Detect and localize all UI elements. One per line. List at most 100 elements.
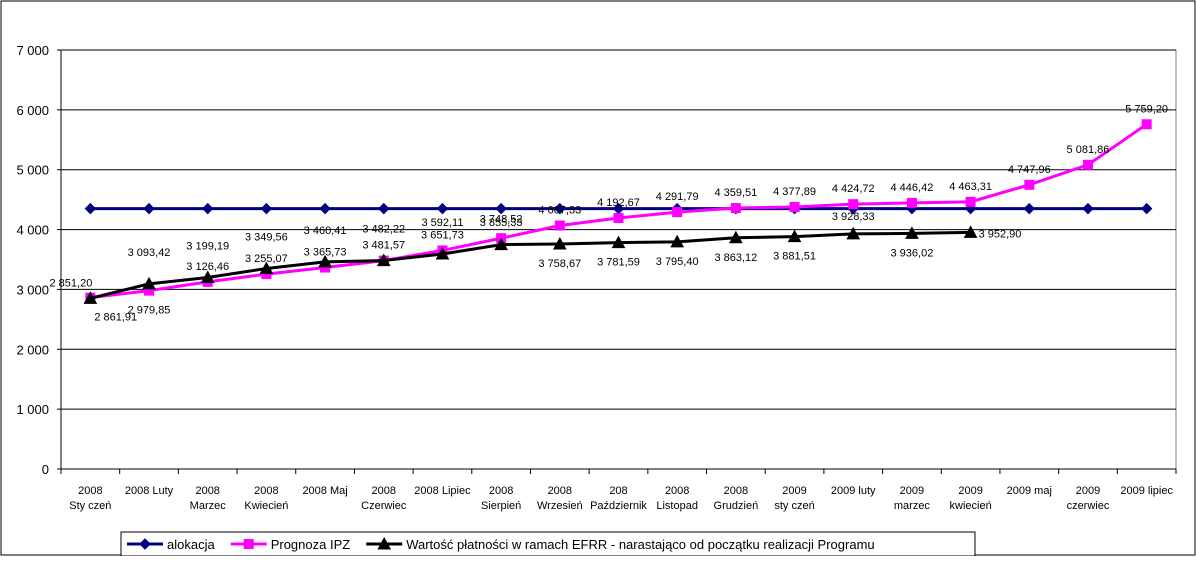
x-tick-label: marzec [894, 500, 931, 512]
data-point-marker [554, 220, 565, 231]
data-label: 3 928,33 [832, 211, 875, 223]
data-point-marker [319, 202, 331, 215]
x-tick-label: 2008 [665, 485, 689, 497]
x-tick-label: sty czeń [774, 500, 814, 512]
data-label: 3 781,59 [597, 257, 640, 269]
data-point-marker [200, 270, 215, 284]
x-tick-label: 2008 [548, 485, 572, 497]
x-tick-label: Listopad [656, 500, 698, 512]
data-label: 3 460,41 [304, 225, 347, 237]
data-label: 5 759,20 [1125, 103, 1168, 115]
data-label: 3 255,07 [245, 253, 288, 265]
data-point-marker [495, 202, 507, 215]
data-label: 5 081,86 [1067, 144, 1110, 156]
x-tick-label: Czerwiec [361, 500, 407, 512]
data-label: 4 377,89 [773, 186, 816, 198]
data-point-marker [1140, 202, 1153, 215]
data-point-marker [83, 291, 98, 304]
x-tick-label: 2008 Lipiec [414, 485, 471, 497]
x-tick-label: 2008 [195, 485, 219, 497]
data-point-marker [848, 199, 859, 210]
data-label: 3 881,51 [773, 251, 816, 263]
data-point-marker [436, 202, 449, 215]
data-label: 3 126,46 [186, 261, 229, 273]
data-point-marker [730, 203, 741, 214]
data-point-marker [1023, 202, 1035, 215]
data-point-marker [378, 202, 390, 215]
x-tick-label: 2008 Maj [302, 485, 347, 497]
data-label: 3 199,19 [186, 241, 229, 253]
data-label: 4 747,96 [1008, 164, 1051, 176]
data-point-marker [1024, 179, 1035, 190]
x-tick-label: 2009 [958, 485, 982, 497]
data-label: 3 651,73 [421, 229, 464, 241]
x-tick-label: 2008 [489, 485, 513, 497]
data-point-marker [1141, 119, 1152, 130]
data-label: 3 093,42 [128, 247, 171, 259]
data-point-marker [670, 234, 685, 248]
data-point-marker [906, 197, 917, 208]
x-tick-label: Sierpień [481, 500, 521, 512]
data-point-marker [139, 538, 151, 550]
legend-label: Prognoza IPZ [271, 537, 351, 552]
x-tick-label: Październik [590, 500, 647, 512]
x-tick-label: Wrzesień [537, 500, 583, 512]
data-label: 4 192,67 [597, 197, 640, 209]
data-point-marker [789, 201, 800, 212]
y-tick-label: 0 [42, 462, 49, 477]
data-label: 3 349,56 [245, 232, 288, 244]
data-point-marker [243, 539, 254, 549]
x-tick-label: 2009 lipiec [1120, 485, 1173, 497]
x-tick-label: 2009 maj [1007, 485, 1052, 497]
x-tick-label: kwiecień [950, 500, 992, 512]
x-tick-label: 2009 [900, 485, 924, 497]
data-point-marker [965, 196, 976, 207]
data-label: 3 365,73 [304, 247, 347, 259]
data-point-marker [611, 235, 626, 249]
x-tick-label: 2008 Luty [125, 485, 174, 497]
data-label: 2 979,85 [128, 305, 171, 317]
y-tick-label: 2 000 [16, 342, 49, 357]
x-tick-label: Sty czeń [69, 500, 111, 512]
data-point-marker [143, 202, 155, 215]
x-tick-label: Marzec [190, 500, 227, 512]
data-label: 3 748,52 [480, 214, 523, 226]
data-point-marker [963, 225, 978, 238]
data-point-marker [729, 230, 743, 244]
data-point-marker [318, 254, 332, 268]
data-point-marker [846, 226, 861, 240]
data-label: 2 851,20 [50, 277, 93, 289]
data-label: 4 359,51 [714, 187, 757, 199]
x-tick-label: 2009 [782, 485, 806, 497]
data-label: 2 861,91 [94, 312, 137, 324]
x-tick-label: Kwiecień [244, 500, 288, 512]
x-tick-label: 2009 luty [831, 485, 876, 497]
data-point-marker [260, 202, 273, 215]
data-point-marker [84, 202, 97, 215]
data-label: 3 758,67 [538, 258, 581, 270]
x-tick-label: 2009 [1076, 485, 1100, 497]
data-label: 3 482,22 [362, 224, 405, 236]
x-tick-label: czerwiec [1067, 500, 1110, 512]
data-label: 4 463,31 [949, 181, 992, 193]
data-label: 4 424,72 [832, 183, 875, 195]
data-label: 3 855,33 [480, 217, 523, 229]
data-point-marker [905, 226, 919, 239]
data-label: 3 481,57 [362, 240, 405, 252]
data-label: 3 795,40 [656, 256, 699, 268]
data-point-marker [259, 261, 274, 275]
data-label: 3 936,02 [891, 247, 934, 259]
data-label: 4 446,42 [891, 182, 934, 194]
x-tick-label: 2008 [78, 485, 102, 497]
x-tick-label: Grudzień [714, 500, 759, 512]
series-line-2 [89, 230, 971, 300]
data-point-marker [787, 229, 802, 243]
x-tick-label: 208 [609, 485, 627, 497]
data-point-marker [377, 536, 392, 550]
data-label: 4 291,79 [656, 191, 699, 203]
data-label: 3 952,90 [979, 228, 1022, 240]
x-tick-label: 2008 [372, 485, 396, 497]
data-point-marker [202, 202, 214, 215]
data-label: 3 863,12 [714, 252, 757, 264]
